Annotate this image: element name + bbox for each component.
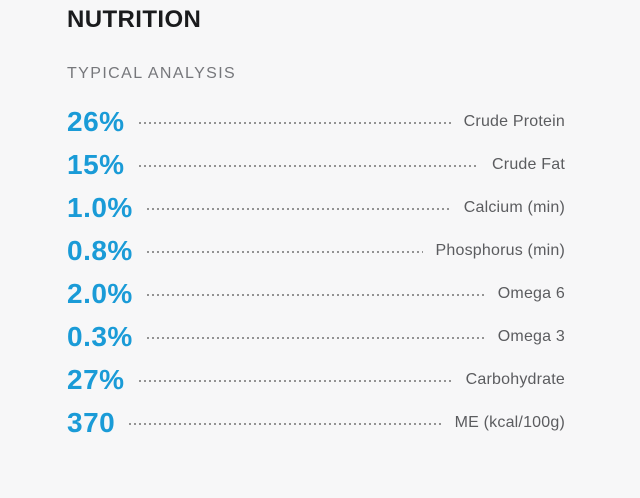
analysis-row-carbohydrate: 27% Carbohydrate bbox=[67, 358, 565, 401]
analysis-row-me-kcal: 370 ME (kcal/100g) bbox=[67, 401, 565, 444]
page-title: NUTRITION bbox=[67, 6, 202, 33]
dotted-leader bbox=[138, 380, 453, 382]
nutrient-value: 0.3% bbox=[67, 320, 133, 352]
dotted-leader bbox=[146, 337, 485, 339]
nutrient-label: Phosphorus (min) bbox=[435, 241, 565, 259]
analysis-row-crude-fat: 15% Crude Fat bbox=[67, 143, 565, 186]
nutrient-label: Crude Protein bbox=[463, 112, 565, 130]
nutrient-label: ME (kcal/100g) bbox=[454, 413, 565, 431]
analysis-row-omega-3: 0.3% Omega 3 bbox=[67, 315, 565, 358]
nutrient-value: 1.0% bbox=[67, 191, 133, 223]
section-subtitle: TYPICAL ANALYSIS bbox=[67, 65, 237, 82]
analysis-row-crude-protein: 26% Crude Protein bbox=[67, 100, 565, 143]
nutrient-value: 26% bbox=[67, 105, 125, 137]
nutrient-value: 370 bbox=[67, 406, 116, 438]
dotted-leader bbox=[129, 423, 442, 425]
analysis-row-phosphorus: 0.8% Phosphorus (min) bbox=[67, 229, 565, 272]
nutrient-value: 15% bbox=[67, 148, 125, 180]
dotted-leader bbox=[146, 208, 451, 210]
dotted-leader bbox=[138, 165, 480, 167]
typical-analysis-list: 26% Crude Protein 15% Crude Fat 1.0% Cal… bbox=[67, 100, 565, 444]
nutrient-label: Omega 6 bbox=[497, 284, 565, 302]
nutrient-label: Calcium (min) bbox=[463, 198, 565, 216]
nutrient-value: 2.0% bbox=[67, 277, 133, 309]
analysis-row-omega-6: 2.0% Omega 6 bbox=[67, 272, 565, 315]
nutrient-value: 0.8% bbox=[67, 234, 133, 266]
nutrient-label: Carbohydrate bbox=[465, 370, 565, 388]
dotted-leader bbox=[138, 122, 451, 124]
analysis-row-calcium: 1.0% Calcium (min) bbox=[67, 186, 565, 229]
dotted-leader bbox=[146, 251, 423, 253]
nutrient-label: Omega 3 bbox=[497, 327, 565, 345]
nutrient-value: 27% bbox=[67, 363, 125, 395]
nutrient-label: Crude Fat bbox=[492, 155, 565, 173]
dotted-leader bbox=[146, 294, 485, 296]
